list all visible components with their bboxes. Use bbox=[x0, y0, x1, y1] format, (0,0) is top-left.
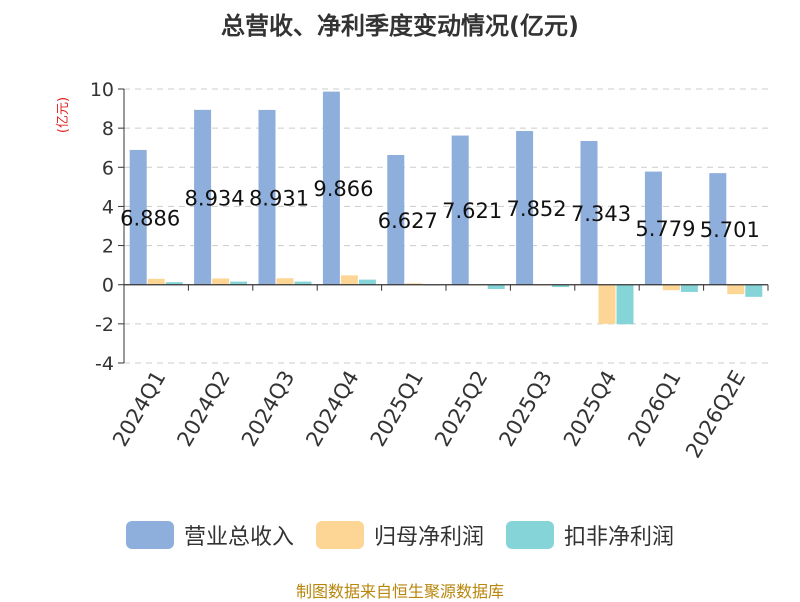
x-tick-label: 2026Q1 bbox=[623, 367, 685, 451]
chart-title: 总营收、净利季度变动情况(亿元) bbox=[221, 12, 579, 40]
x-tick-label: 2025Q3 bbox=[494, 367, 556, 451]
bar bbox=[662, 284, 680, 291]
data-label: 6.627 bbox=[378, 209, 438, 233]
bar bbox=[165, 282, 183, 285]
y-tick-label: 0 bbox=[102, 275, 114, 297]
legend-label: 归母净利润 bbox=[373, 525, 484, 550]
bar bbox=[727, 284, 745, 295]
y-tick-label: 2 bbox=[102, 236, 114, 258]
data-label: 7.621 bbox=[442, 199, 502, 223]
bar bbox=[709, 173, 727, 285]
x-tick-label: 2025Q2 bbox=[430, 367, 492, 451]
bar bbox=[405, 283, 423, 285]
y-tick-label: 8 bbox=[102, 118, 114, 140]
legend-label: 营业总收入 bbox=[183, 525, 294, 550]
y-tick-label: 6 bbox=[102, 157, 114, 179]
bar bbox=[212, 278, 230, 285]
bar bbox=[276, 278, 294, 285]
data-label: 7.343 bbox=[571, 202, 631, 226]
source-note: 制图数据来自恒生聚源数据库 bbox=[295, 582, 504, 601]
bar bbox=[387, 155, 405, 285]
legend-swatch bbox=[506, 521, 554, 549]
legend: 营业总收入 归母净利润 扣非净利润 bbox=[0, 519, 800, 551]
bar bbox=[451, 135, 469, 285]
bar bbox=[487, 284, 505, 290]
legend-item[interactable]: 扣非净利润 bbox=[506, 519, 674, 551]
bar bbox=[230, 281, 248, 285]
bar bbox=[340, 275, 358, 285]
x-tick-label: 2024Q3 bbox=[237, 367, 299, 451]
legend-swatch bbox=[315, 521, 364, 549]
x-tick-label: 2024Q1 bbox=[108, 367, 170, 451]
data-label: 5.779 bbox=[635, 217, 695, 241]
legend-label: 扣非净利润 bbox=[564, 525, 675, 550]
bar bbox=[680, 284, 698, 292]
legend-swatch bbox=[125, 521, 174, 549]
y-axis-label: (亿元) bbox=[56, 97, 71, 133]
bar bbox=[358, 279, 376, 285]
bar bbox=[129, 149, 147, 285]
bar bbox=[258, 109, 276, 285]
x-tick-label: 2026Q2E bbox=[681, 367, 750, 463]
bar bbox=[552, 284, 570, 288]
y-tick-label: -4 bbox=[95, 353, 114, 375]
bar bbox=[516, 131, 534, 285]
data-label: 7.852 bbox=[507, 197, 567, 221]
bar bbox=[745, 284, 763, 297]
grid-lines bbox=[124, 88, 768, 364]
y-tick-label: 10 bbox=[90, 79, 114, 101]
data-label: 8.934 bbox=[185, 186, 245, 210]
bar bbox=[644, 171, 662, 285]
bar bbox=[194, 109, 212, 285]
bar bbox=[147, 278, 165, 285]
data-label: 8.931 bbox=[249, 186, 309, 210]
x-tick-label: 2024Q4 bbox=[301, 367, 363, 451]
bar bbox=[322, 91, 340, 285]
y-tick-label: -2 bbox=[95, 314, 114, 336]
bar bbox=[580, 141, 598, 285]
data-label: 9.866 bbox=[313, 177, 373, 201]
bar bbox=[616, 284, 634, 325]
legend-item[interactable]: 营业总收入 bbox=[125, 519, 294, 551]
x-tick-label: 2025Q4 bbox=[559, 367, 621, 451]
legend-item[interactable]: 归母净利润 bbox=[315, 519, 484, 551]
x-tick-label: 2024Q2 bbox=[172, 367, 234, 451]
y-tick-label: 4 bbox=[102, 196, 114, 218]
bar bbox=[294, 281, 312, 285]
bars bbox=[129, 91, 763, 325]
x-tick-label: 2025Q1 bbox=[366, 367, 428, 451]
bar bbox=[598, 284, 616, 324]
data-label: 5.701 bbox=[700, 218, 760, 242]
data-label: 6.886 bbox=[120, 206, 180, 230]
